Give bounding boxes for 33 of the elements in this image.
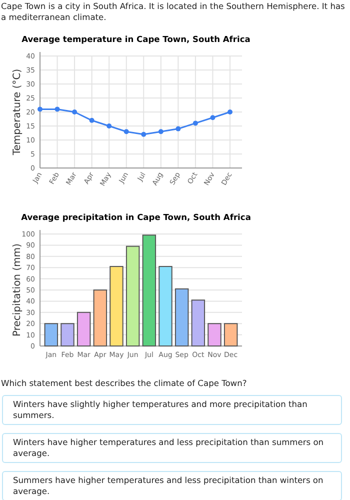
point — [228, 110, 232, 114]
point — [89, 118, 94, 123]
point — [176, 126, 181, 132]
text: Cape Town is a city in South Africa. It is located in the Southern Hemisphere. It has a mediterranean climate. — [0, 1, 346, 23]
chart-title: Average temperature in Cape Town, South Africa — [22, 34, 250, 44]
text: Which statement best describes the climate of Cape Town? — [1, 378, 248, 389]
text: Winters have higher temperatures and less precipitation than summers on average. — [2, 433, 342, 463]
bar — [174, 288, 189, 346]
y-axis-title: Temperature (°C) — [12, 68, 23, 156]
text: Summers have higher temperatures and less precipitation than winters on average. — [2, 471, 342, 500]
point — [141, 132, 146, 137]
point — [210, 115, 216, 120]
bar — [60, 323, 74, 346]
bar — [93, 290, 108, 346]
chart-title: Average precipitation in Cape Town, South Africa — [21, 212, 251, 222]
bar — [44, 323, 58, 346]
bar — [126, 246, 140, 346]
bar — [191, 300, 206, 346]
point — [192, 120, 198, 126]
point — [72, 110, 78, 114]
point — [124, 129, 129, 134]
text: Winters have slightly higher temperatures and more precipitation than summers. — [2, 395, 342, 425]
bar — [142, 234, 156, 346]
bar — [110, 266, 124, 346]
point — [106, 124, 112, 128]
point — [54, 106, 60, 112]
bar — [208, 323, 222, 346]
bar — [76, 312, 91, 346]
y-axis-title: Precipitation (mm) — [12, 243, 23, 336]
bar — [224, 323, 238, 346]
bar — [158, 266, 172, 346]
point — [158, 129, 164, 134]
point — [38, 106, 42, 112]
